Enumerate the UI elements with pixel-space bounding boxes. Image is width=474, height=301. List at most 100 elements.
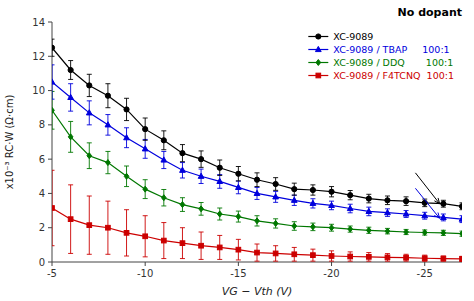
data-point xyxy=(86,110,92,115)
arrow-head xyxy=(434,198,439,204)
error-bar-cap xyxy=(329,250,334,251)
error-bar-cap xyxy=(404,217,409,218)
data-point xyxy=(236,184,242,189)
error-bar-cap xyxy=(273,190,278,191)
error-bar xyxy=(292,247,297,261)
error-bar-cap xyxy=(87,74,92,75)
error-bar-cap xyxy=(329,186,334,187)
error-bar xyxy=(68,185,73,254)
error-bar-cap xyxy=(217,259,222,260)
error-bar xyxy=(366,227,371,233)
error-bar-cap xyxy=(217,188,222,189)
error-bar xyxy=(124,166,129,187)
data-point xyxy=(273,181,278,186)
data-point xyxy=(348,254,353,259)
error-bar-cap xyxy=(199,202,204,203)
axes: -5-10-15-20-2502468101214 xyxy=(32,17,462,280)
error-bar-cap xyxy=(329,261,334,262)
error-bar xyxy=(87,74,92,96)
error-bar-cap xyxy=(52,39,55,40)
error-bar-cap xyxy=(310,184,315,185)
legend-label: XC-9089 / F4TCNQ 100:1 xyxy=(333,70,454,81)
error-bar-cap xyxy=(273,177,278,178)
data-point xyxy=(292,252,297,257)
error-bar-cap xyxy=(310,261,315,262)
data-point xyxy=(329,189,334,194)
error-bar-cap xyxy=(124,120,129,121)
arrow-head xyxy=(434,213,439,219)
y-tick-label: 0 xyxy=(39,257,45,268)
data-point xyxy=(198,173,204,178)
y-tick xyxy=(48,90,52,91)
data-point xyxy=(68,217,73,222)
y-tick xyxy=(48,159,52,160)
error-bar-cap xyxy=(161,189,166,190)
error-bar-cap xyxy=(180,178,185,179)
x-tick xyxy=(52,262,53,266)
series xyxy=(52,65,462,223)
error-bar-cap xyxy=(52,245,55,246)
error-bar-cap xyxy=(105,107,110,108)
y-tick-label: 2 xyxy=(39,222,45,233)
error-bar-cap xyxy=(255,226,260,227)
x-tick xyxy=(145,262,146,266)
data-point xyxy=(124,135,130,140)
error-bar xyxy=(236,211,241,222)
error-bar xyxy=(52,170,55,245)
data-point xyxy=(404,255,409,260)
legend-label: XC-9089 / TBAP 100:1 xyxy=(333,44,449,55)
error-bar xyxy=(87,143,92,169)
error-bar-cap xyxy=(161,151,166,152)
error-bar-cap xyxy=(236,239,241,240)
data-point xyxy=(347,205,353,210)
series-line xyxy=(52,48,462,207)
error-bar-cap xyxy=(236,193,241,194)
error-bar-cap xyxy=(199,259,204,260)
data-point xyxy=(180,151,185,156)
error-bar-cap xyxy=(236,222,241,223)
data-point xyxy=(217,178,223,183)
error-bar xyxy=(105,84,110,108)
error-bar xyxy=(348,204,353,213)
error-bar-cap xyxy=(236,181,241,182)
error-bar xyxy=(422,212,427,219)
data-point xyxy=(143,127,148,132)
x-tick-label: -20 xyxy=(323,268,339,279)
data-point xyxy=(255,250,260,255)
data-point xyxy=(292,187,297,192)
data-point xyxy=(460,257,462,262)
error-bar xyxy=(385,254,390,262)
y-tick-label: 10 xyxy=(32,85,45,96)
x-tick-label: -5 xyxy=(47,268,57,279)
error-bar-cap xyxy=(87,168,92,169)
y-tick xyxy=(48,262,52,263)
error-bar-cap xyxy=(404,254,409,255)
error-bar-cap xyxy=(199,169,204,170)
error-bar-cap xyxy=(161,149,166,150)
data-point xyxy=(310,187,315,192)
y-tick-label: 8 xyxy=(39,119,45,130)
error-bar xyxy=(404,211,409,218)
error-bar-cap xyxy=(180,211,185,212)
error-bar xyxy=(124,128,129,148)
data-point xyxy=(217,211,222,217)
error-bar-cap xyxy=(180,161,185,162)
error-bar xyxy=(255,216,260,226)
error-bar xyxy=(87,196,92,254)
error-bar-cap xyxy=(366,252,371,253)
error-bar-cap xyxy=(310,195,315,196)
error-bar xyxy=(441,214,446,221)
data-point xyxy=(366,227,371,233)
error-bar-cap xyxy=(68,152,73,153)
data-point xyxy=(311,253,316,258)
error-bar xyxy=(292,183,297,195)
error-bar xyxy=(161,189,166,205)
data-point xyxy=(180,167,186,172)
data-point xyxy=(255,218,260,224)
error-bar-cap xyxy=(217,160,222,161)
chart: -5-10-15-20-2502468101214VG − Vth (V)x10… xyxy=(0,0,474,301)
error-bar-cap xyxy=(292,195,297,196)
data-point xyxy=(161,157,167,162)
error-bar-cap xyxy=(143,179,148,180)
error-bar xyxy=(199,151,204,167)
